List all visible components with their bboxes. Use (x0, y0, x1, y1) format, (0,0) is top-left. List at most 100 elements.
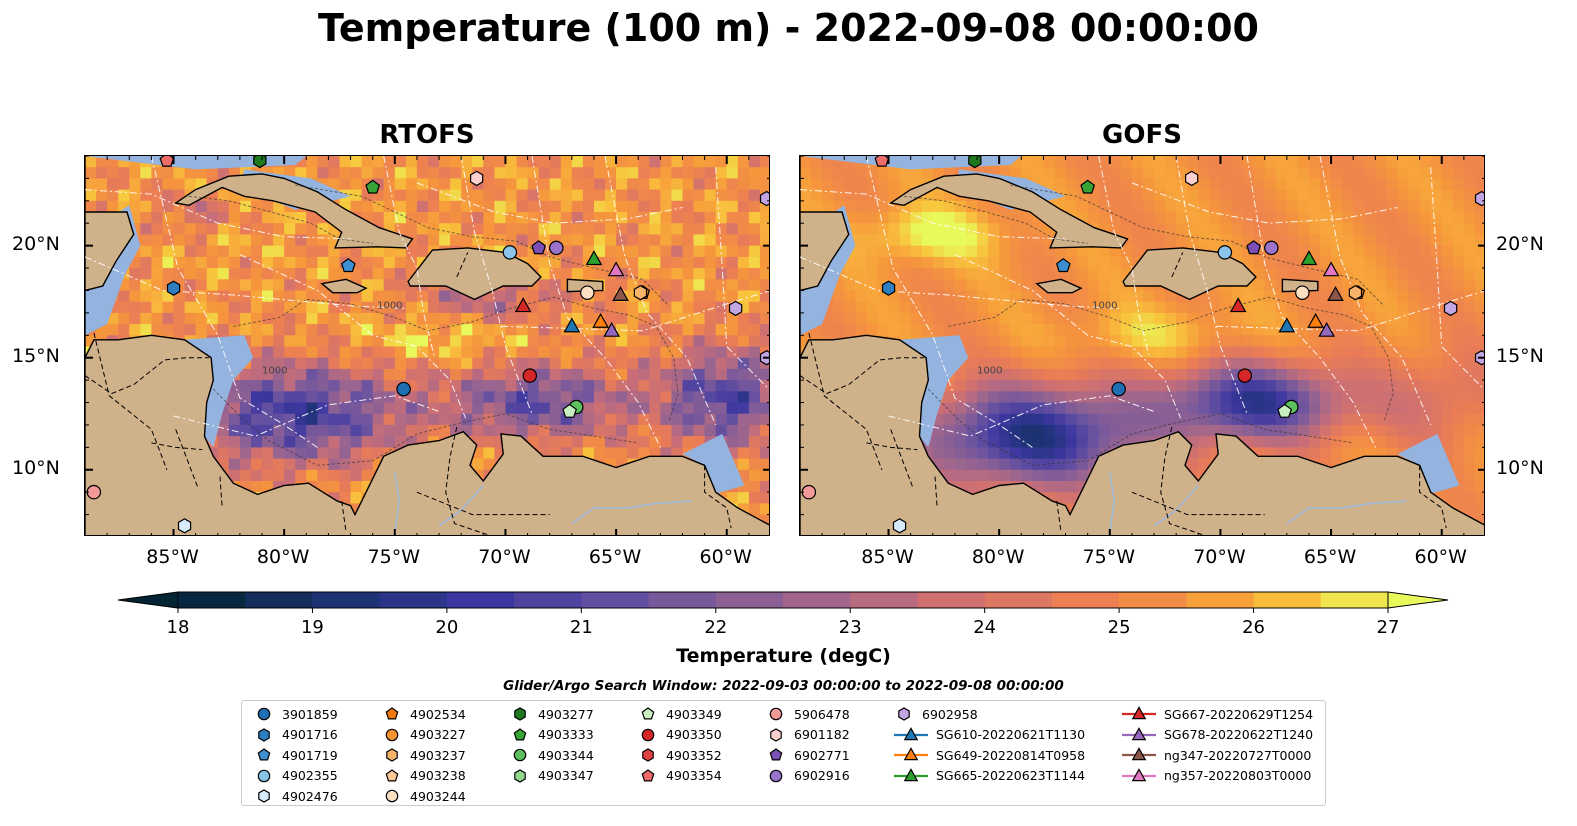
marker-4903244 (1295, 285, 1310, 300)
legend-item: SG667-20220629T1254 (1122, 704, 1313, 724)
marker-ng347-20220727T0000 (1327, 286, 1344, 301)
legend-item: ng347-20220727T0000 (1122, 745, 1311, 765)
marker-SG667-20220629T1254 (514, 297, 532, 313)
colorbar-bin (917, 592, 986, 608)
colorbar-bin (178, 592, 246, 608)
marker-4902355 (1217, 245, 1233, 260)
legend-marker (513, 727, 527, 740)
marker-4901719 (1055, 258, 1071, 273)
colorbar-tick: 19 (300, 617, 324, 638)
legend-marker (641, 707, 655, 720)
pentagon-icon (769, 748, 783, 761)
contour-label: 1000 (262, 365, 287, 376)
land-puertoRico (566, 278, 604, 293)
colorbar-extend-max (1387, 591, 1449, 609)
legend-marker (258, 727, 270, 742)
legend-label: 4903350 (666, 727, 722, 742)
lon-tick-rtofs: 65°W (588, 546, 642, 568)
colorbar-bin (514, 592, 582, 608)
legend-item: 4903238 (382, 766, 466, 786)
legend-item: 4902355 (254, 766, 338, 786)
lon-tick-gofs: 75°W (1082, 546, 1136, 568)
legend-label: 4901719 (282, 747, 338, 763)
rtofs-map-canvas: 1000 1000 (85, 156, 769, 535)
legend-marker (641, 728, 655, 741)
triangle-line-icon (1122, 747, 1156, 761)
colorbar-tick: 26 (1242, 617, 1265, 638)
legend-marker (1131, 726, 1147, 740)
hexagon-icon (770, 727, 782, 742)
marker-4901716 (166, 280, 181, 296)
legend-item: 6902771 (766, 745, 850, 765)
legend-label: 4903344 (538, 747, 594, 763)
legend-label: 4903354 (666, 768, 722, 783)
marker-4903350 (1237, 368, 1253, 383)
marker-4903354 (874, 156, 890, 167)
legend-item: 4903350 (638, 725, 722, 745)
land-jamaica (1035, 278, 1083, 294)
land-hispaniola (407, 247, 542, 301)
pentagon-icon (257, 748, 271, 761)
legend-marker (257, 748, 271, 761)
legend-label: SG610-20220621T1130 (936, 727, 1086, 742)
colorbar-tick: 27 (1376, 617, 1400, 638)
circle-icon (641, 728, 655, 741)
colorbar-tick: 21 (569, 617, 593, 638)
marker-4901719 (340, 258, 356, 273)
hexagon-icon (386, 748, 398, 762)
legend-label: SG678-20220622T1240 (1164, 727, 1314, 742)
marker-4902476 (892, 518, 907, 534)
legend-marker (769, 748, 783, 761)
legend-marker (514, 768, 526, 783)
legend-marker (385, 707, 399, 720)
marker-SG610-20220621T1130 (1278, 317, 1296, 333)
marker-ng357-20220803T0000 (1322, 261, 1340, 277)
legend-label: 4903333 (538, 727, 594, 742)
panel-title-rtofs: RTOFS (379, 120, 475, 150)
contour-label: 1000 (1092, 300, 1117, 311)
legend-item: 4903333 (510, 725, 594, 745)
legend-marker (1131, 767, 1147, 781)
search-window-text: Glider/Argo Search Window: 2022-09-03 00… (503, 678, 1064, 694)
land-centralAmerica (85, 156, 769, 535)
rtofs-map[interactable]: 1000 1000 (84, 155, 770, 536)
legend-label: 4903349 (666, 706, 722, 722)
colorbar-tick: 24 (973, 617, 997, 638)
colorbar-bin (1253, 592, 1322, 608)
legend-marker (642, 748, 654, 762)
colorbar-bin (1320, 592, 1389, 608)
marker-SG665-20220623T1144 (1300, 250, 1318, 266)
land-yucatanNE (85, 211, 135, 292)
colorbar-bin (715, 592, 784, 608)
legend-item: 3901859 (254, 704, 338, 724)
marker-4903277 (253, 156, 267, 169)
marker-5906478 (801, 484, 817, 500)
colorbar-bin (1186, 592, 1254, 608)
lon-tick-gofs: 70°W (1193, 546, 1246, 568)
land-hispaniola (1122, 247, 1257, 301)
legend-item: SG649-20220814T0958 (894, 745, 1085, 765)
circle-icon (769, 707, 783, 721)
legend-item: 4902534 (382, 704, 466, 724)
circle-icon (769, 769, 783, 782)
marker-4903349 (562, 403, 578, 418)
legend-item: SG665-20220623T1144 (894, 766, 1085, 786)
legend-label: 4903238 (410, 768, 466, 783)
gofs-map[interactable]: 1000 1000 (799, 155, 1485, 536)
colorbar-bin (379, 592, 448, 608)
figure-title: Temperature (100 m) - 2022-09-08 00:00:0… (317, 6, 1259, 50)
hexagon-icon (258, 789, 270, 803)
legend-item: 4903277 (510, 704, 594, 724)
legend-marker (769, 707, 783, 721)
legend-item: 4901716 (254, 725, 338, 745)
triangle-line-icon (894, 767, 928, 781)
contour-label: 1000 (977, 365, 1002, 376)
marker-6902916 (1264, 240, 1279, 256)
legend-item: 4903349 (638, 704, 722, 724)
legend-label: 3901859 (282, 706, 338, 722)
hexagon-icon (642, 748, 654, 762)
lat-tick-right: 20°N (1496, 232, 1544, 255)
pentagon-icon (385, 768, 399, 781)
legend-item: 4903352 (638, 745, 722, 765)
legend-label: 4903244 (410, 788, 466, 804)
